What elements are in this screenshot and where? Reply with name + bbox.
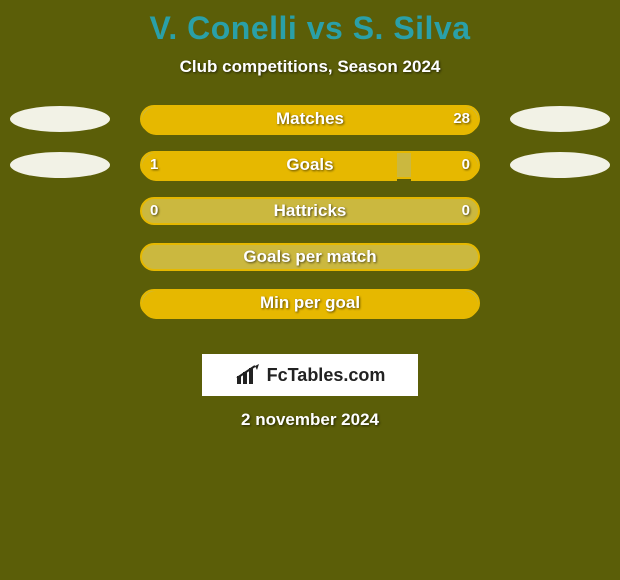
- branding-text: FcTables.com: [267, 365, 386, 386]
- stat-value-left: 1: [150, 151, 158, 179]
- stat-value-left: 0: [150, 197, 158, 225]
- bar-track: [140, 197, 480, 225]
- branding-badge: FcTables.com: [202, 354, 418, 396]
- date-text: 2 november 2024: [0, 410, 620, 430]
- chart-icon: [235, 364, 261, 386]
- stat-row: Matches28: [0, 105, 620, 133]
- page-title: V. Conelli vs S. Silva: [0, 0, 620, 47]
- stat-value-right: 0: [462, 197, 470, 225]
- bar-track: [140, 243, 480, 271]
- bar-fill-left: [142, 153, 397, 181]
- stat-value-right: 28: [453, 105, 470, 133]
- comparison-chart: Matches28Goals10Hattricks00Goals per mat…: [0, 105, 620, 365]
- stat-row: Hattricks00: [0, 197, 620, 225]
- bar-fill-right: [142, 291, 478, 319]
- subtitle: Club competitions, Season 2024: [0, 57, 620, 77]
- comparison-card: V. Conelli vs S. Silva Club competitions…: [0, 0, 620, 580]
- player-marker-left: [10, 106, 110, 132]
- bar-track: [140, 151, 480, 179]
- player-marker-right: [510, 152, 610, 178]
- player-marker-left: [10, 152, 110, 178]
- stat-row: Goals per match: [0, 243, 620, 271]
- stat-row: Goals10: [0, 151, 620, 179]
- stat-value-right: 0: [462, 151, 470, 179]
- bar-track: [140, 289, 480, 317]
- player-marker-right: [510, 106, 610, 132]
- bar-fill-right: [142, 107, 478, 135]
- stat-row: Min per goal: [0, 289, 620, 317]
- bar-track: [140, 105, 480, 133]
